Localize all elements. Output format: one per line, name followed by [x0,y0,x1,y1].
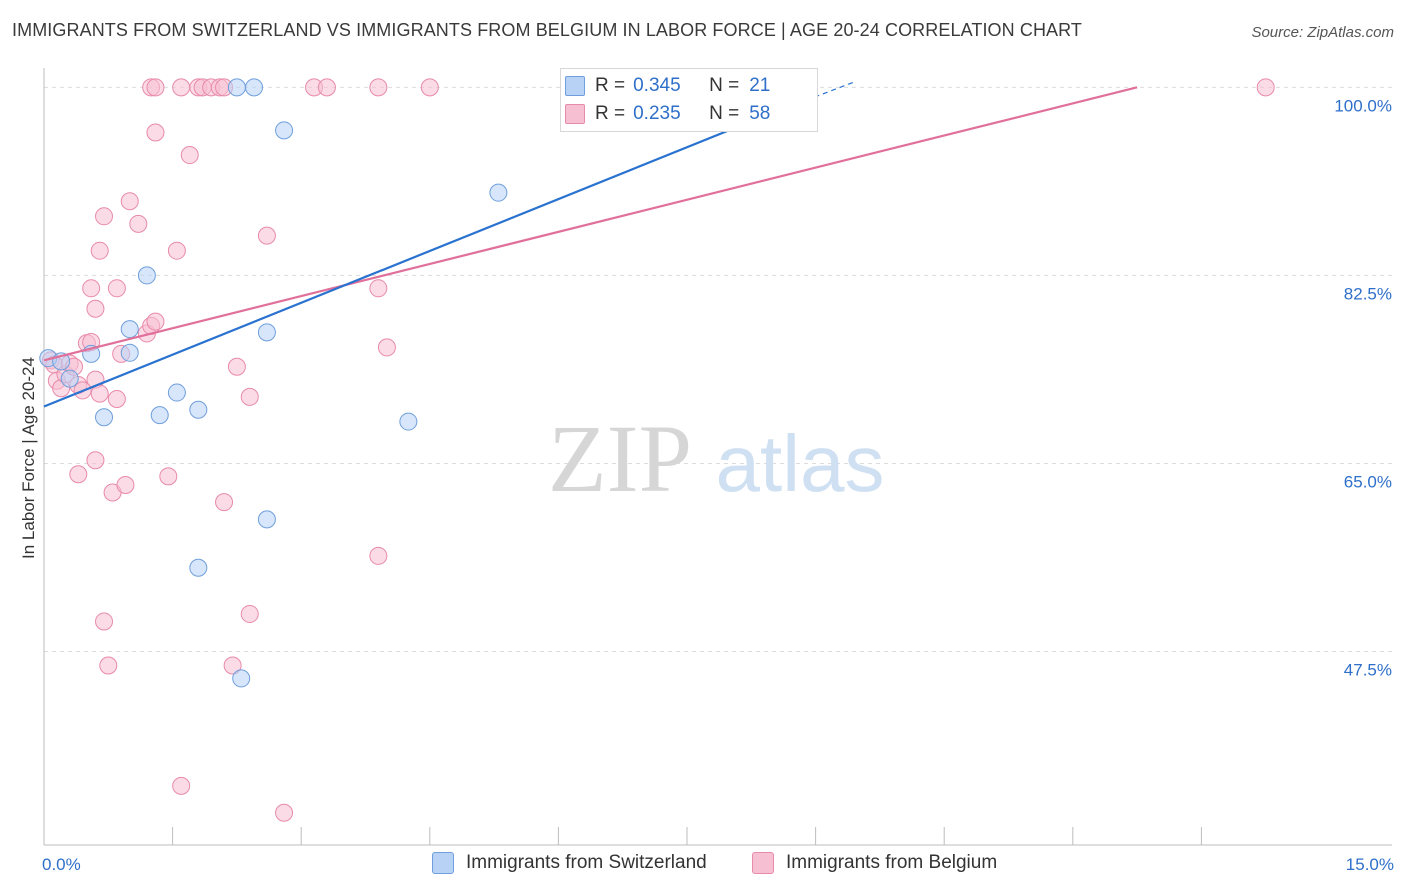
legend-n-label: N = [709,103,740,124]
point-belgium [223,656,242,675]
point-belgium [129,214,148,233]
point-belgium [86,451,105,470]
legend-r-label: R = [595,103,626,124]
legend-n-label: N = [709,75,740,96]
point-switzerland [137,266,156,285]
bottom-legend-label-switzerland: Immigrants from Switzerland [466,852,707,873]
point-belgium [172,78,191,97]
y-tick-label: 65.0% [1344,472,1392,491]
bottom-legend-switzerland: Immigrants from Switzerland [432,852,707,874]
point-belgium [227,357,246,376]
point-belgium [167,241,186,260]
tick-labels: 100.0% 82.5% 65.0% 47.5% 0.0% 15.0% [42,96,1394,874]
point-belgium [369,279,388,298]
watermark-zip: ZIP [548,405,692,512]
legend-row-belgium: R = 0.235 N = 58 [565,101,771,127]
point-switzerland [120,320,139,339]
series-switzerland [39,78,581,688]
point-belgium [120,192,139,211]
legend-n-value-switzerland: 21 [749,75,771,96]
point-belgium [369,78,388,97]
watermark-atlas: atlas [716,419,885,508]
point-belgium [240,387,259,406]
watermark: ZIP atlas [548,405,884,512]
trendline-belgium [43,86,1138,362]
point-belgium [95,612,114,631]
point-belgium [86,299,105,318]
point-belgium [69,465,88,484]
trendlines [43,81,1138,408]
point-belgium [107,390,126,409]
point-switzerland [245,78,264,97]
legend-r-value-switzerland: 0.345 [633,75,681,96]
bottom-legend-label-belgium: Immigrants from Belgium [786,852,998,873]
y-tick-label: 82.5% [1344,284,1392,303]
point-switzerland [399,412,418,431]
legend-swatch-belgium [565,104,585,124]
gridlines [44,86,1392,653]
point-switzerland [257,510,276,529]
legend-n-value-belgium: 58 [749,103,771,124]
point-switzerland [150,406,169,425]
x-tick-label: 0.0% [42,855,81,874]
point-switzerland [189,558,208,577]
point-belgium [275,803,294,822]
point-switzerland [489,183,508,202]
point-switzerland [257,323,276,342]
source-label: Source: ZipAtlas.com [1251,24,1394,41]
point-belgium [240,604,259,623]
y-tick-label: 100.0% [1334,96,1392,115]
point-switzerland [189,400,208,419]
point-switzerland [232,669,251,688]
point-belgium [420,78,439,97]
point-belgium [116,475,135,494]
point-belgium [369,546,388,565]
point-switzerland [227,78,246,97]
point-belgium [107,279,126,298]
legend-swatch-switzerland [565,76,585,96]
point-belgium [146,123,165,142]
legend-row-switzerland: R = 0.345 N = 21 [565,73,771,99]
bottom-legend-swatch-belgium [752,852,774,874]
point-belgium [90,241,109,260]
bottom-legend-belgium: Immigrants from Belgium [752,852,997,874]
point-switzerland [60,369,79,388]
point-belgium [90,384,109,403]
point-belgium [1256,78,1275,97]
point-switzerland [120,343,139,362]
trendline-switzerland [43,118,756,408]
axes [43,68,1392,846]
point-belgium [172,776,191,795]
point-belgium [99,656,118,675]
y-tick-label: 47.5% [1344,661,1392,680]
point-switzerland [275,121,294,140]
chart-title: IMMIGRANTS FROM SWITZERLAND VS IMMIGRANT… [12,20,1083,40]
point-belgium [317,78,336,97]
point-belgium [257,226,276,245]
y-axis-label: In Labor Force | Age 20-24 [19,357,38,559]
point-belgium [82,279,101,298]
point-belgium [159,467,178,486]
x-tick-label: 15.0% [1346,855,1394,874]
point-belgium [95,207,114,226]
point-belgium [146,78,165,97]
point-switzerland [167,383,186,402]
point-belgium [146,312,165,331]
point-belgium [215,493,234,512]
legend-r-label: R = [595,75,626,96]
point-belgium [180,146,199,165]
bottom-legend-swatch-switzerland [432,852,454,874]
correlation-legend: R = 0.345 N = 21 R = 0.235 N = 58 [560,68,818,132]
point-switzerland [95,408,114,427]
legend-r-value-belgium: 0.235 [633,103,681,124]
point-belgium [377,338,396,357]
